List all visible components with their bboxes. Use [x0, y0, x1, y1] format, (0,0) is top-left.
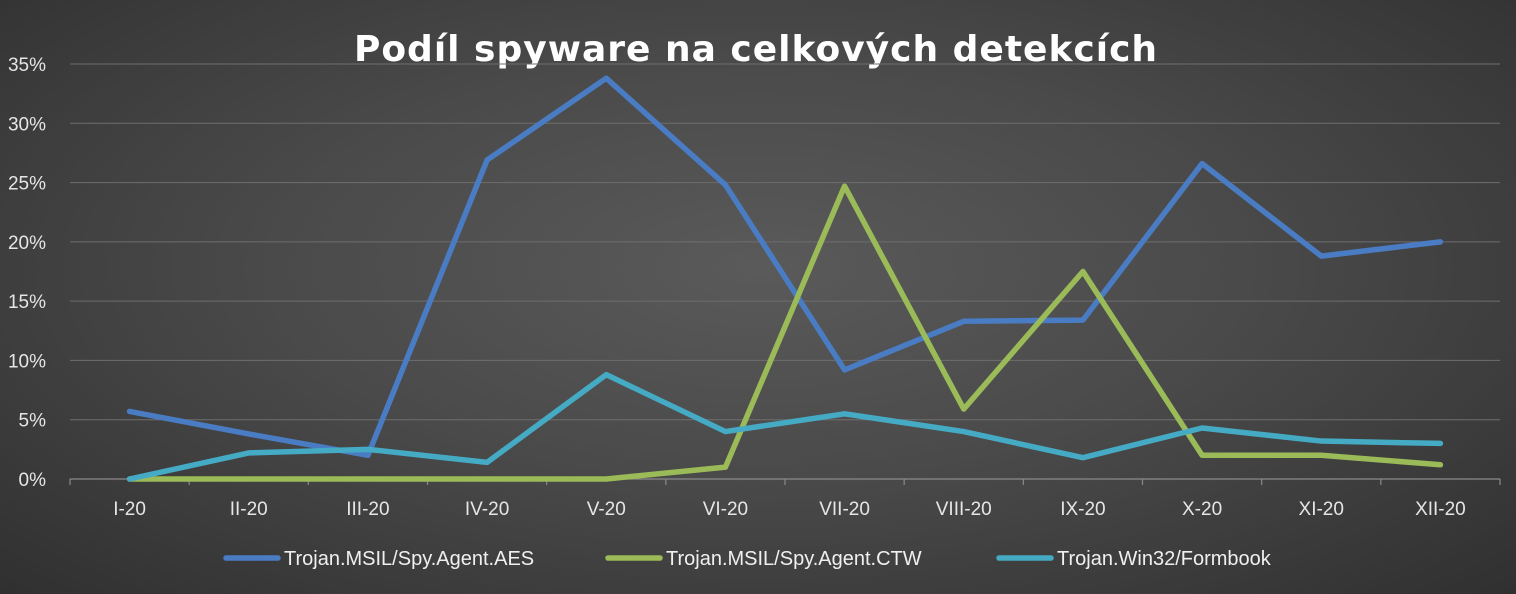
- y-tick-label: 10%: [8, 351, 46, 372]
- y-tick-label: 30%: [8, 114, 46, 135]
- x-tick-label: III-20: [346, 499, 389, 520]
- y-tick-label: 15%: [8, 292, 46, 313]
- y-tick-label: 20%: [8, 233, 46, 254]
- y-tick-label: 0%: [19, 470, 47, 491]
- x-tick-label: XII-20: [1415, 499, 1466, 520]
- legend: Trojan.MSIL/Spy.Agent.AES Trojan.MSIL/Spy…: [223, 548, 1272, 570]
- legend-label: Trojan.Win32/Formbook: [1057, 548, 1272, 570]
- x-tick-label: VI-20: [703, 499, 748, 520]
- gridlines: [70, 63, 1500, 480]
- series-line-3: [126, 371, 1444, 482]
- x-tick-label: II-20: [230, 499, 268, 520]
- x-tick-label: VIII-20: [936, 499, 992, 520]
- x-tick-label: VII-20: [819, 499, 870, 520]
- legend-label: Trojan.MSIL/Spy.Agent.AES: [284, 548, 534, 570]
- series-line-2: [126, 183, 1444, 482]
- x-tick-label: IX-20: [1060, 499, 1105, 520]
- x-tick-label: X-20: [1182, 499, 1222, 520]
- x-tick-label: V-20: [587, 499, 626, 520]
- series-lines: [126, 75, 1444, 482]
- x-axis-ticks: I-20 II-20 III-20 IV-20 V-20 VI-20 VII-20 VIII-…: [69, 479, 1501, 520]
- x-tick-label: IV-20: [465, 499, 509, 520]
- chart-title: Podíl spyware na celkových detekcích: [354, 29, 1158, 70]
- x-tick-label: XI-20: [1299, 499, 1344, 520]
- x-tick-label: I-20: [113, 499, 146, 520]
- y-tick-label: 5%: [19, 411, 47, 432]
- y-axis-ticks: 0% 5% 10% 15% 20% 25% 30% 35%: [8, 55, 46, 491]
- series-line-1: [126, 75, 1444, 459]
- legend-label: Trojan.MSIL/Spy.Agent.CTW: [666, 548, 922, 570]
- y-tick-label: 35%: [8, 55, 46, 76]
- y-tick-label: 25%: [8, 174, 46, 195]
